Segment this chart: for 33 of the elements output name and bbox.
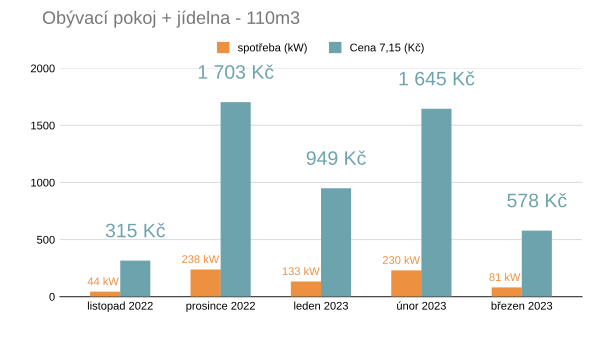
data-label: 81 kW [489,272,520,282]
data-label: 44 kW [88,277,119,286]
y-tick-label: 2000 [30,64,55,72]
x-tick-label: únor 2023 [397,301,446,310]
bar [321,188,352,297]
legend-label: spotřeba (kW) [238,43,307,54]
x-tick-label: prosince 2022 [186,302,255,312]
data-label: 238 kW [182,254,220,264]
bar [492,287,522,297]
bar [220,102,251,297]
x-tick-label: leden 2023 [294,302,348,310]
data-label: 1 703 Kč [198,64,274,79]
bar [90,292,120,297]
bar [120,260,150,297]
legend-label: Cena 7,15 (Kč) [350,43,424,54]
data-label: 315 Kč [106,223,166,238]
y-tick-label: 1500 [31,122,55,130]
y-tick-label: 1000 [31,178,55,187]
data-label: 1 645 Kč [400,71,474,86]
x-tick-label: listopad 2022 [88,302,153,312]
data-label: 230 kW [382,256,420,264]
y-tick-label: 0 [49,292,55,301]
bar [391,270,422,297]
data-label: 578 Kč [507,193,567,208]
bar [290,281,321,297]
data-label: 949 Kč [306,150,366,165]
data-label: 133 kW [282,266,320,276]
bar [190,269,221,297]
chart-title: Obývací pokoj + jídelna - 110m3 [42,10,300,28]
bar [522,230,552,297]
y-tick-label: 500 [37,236,55,244]
bar [421,108,452,297]
x-tick-label: březen 2023 [492,301,552,310]
